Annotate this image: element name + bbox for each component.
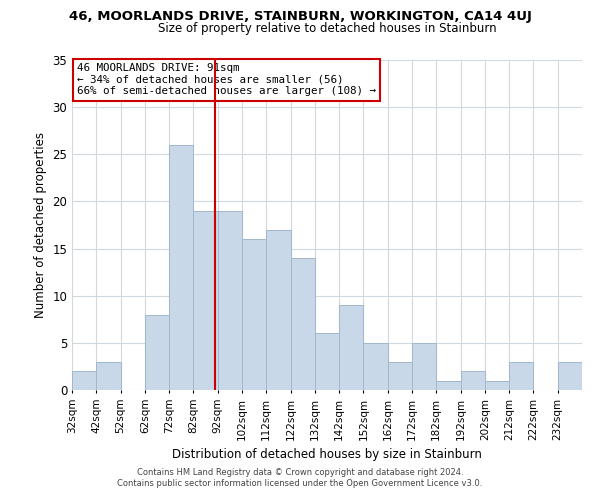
Bar [266,230,290,390]
Bar [290,258,315,390]
Text: 46 MOORLANDS DRIVE: 91sqm
← 34% of detached houses are smaller (56)
66% of semi-: 46 MOORLANDS DRIVE: 91sqm ← 34% of detac… [77,64,376,96]
Bar [193,211,218,390]
Bar [412,343,436,390]
Y-axis label: Number of detached properties: Number of detached properties [34,132,47,318]
Bar [96,362,121,390]
Bar [218,211,242,390]
Bar [72,371,96,390]
Bar [436,380,461,390]
X-axis label: Distribution of detached houses by size in Stainburn: Distribution of detached houses by size … [172,448,482,461]
Bar [388,362,412,390]
Bar [315,334,339,390]
Title: Size of property relative to detached houses in Stainburn: Size of property relative to detached ho… [158,22,496,35]
Bar [461,371,485,390]
Text: Contains HM Land Registry data © Crown copyright and database right 2024.
Contai: Contains HM Land Registry data © Crown c… [118,468,482,487]
Bar [145,314,169,390]
Bar [169,145,193,390]
Bar [509,362,533,390]
Bar [339,305,364,390]
Text: 46, MOORLANDS DRIVE, STAINBURN, WORKINGTON, CA14 4UJ: 46, MOORLANDS DRIVE, STAINBURN, WORKINGT… [68,10,532,23]
Bar [485,380,509,390]
Bar [558,362,582,390]
Bar [364,343,388,390]
Bar [242,239,266,390]
